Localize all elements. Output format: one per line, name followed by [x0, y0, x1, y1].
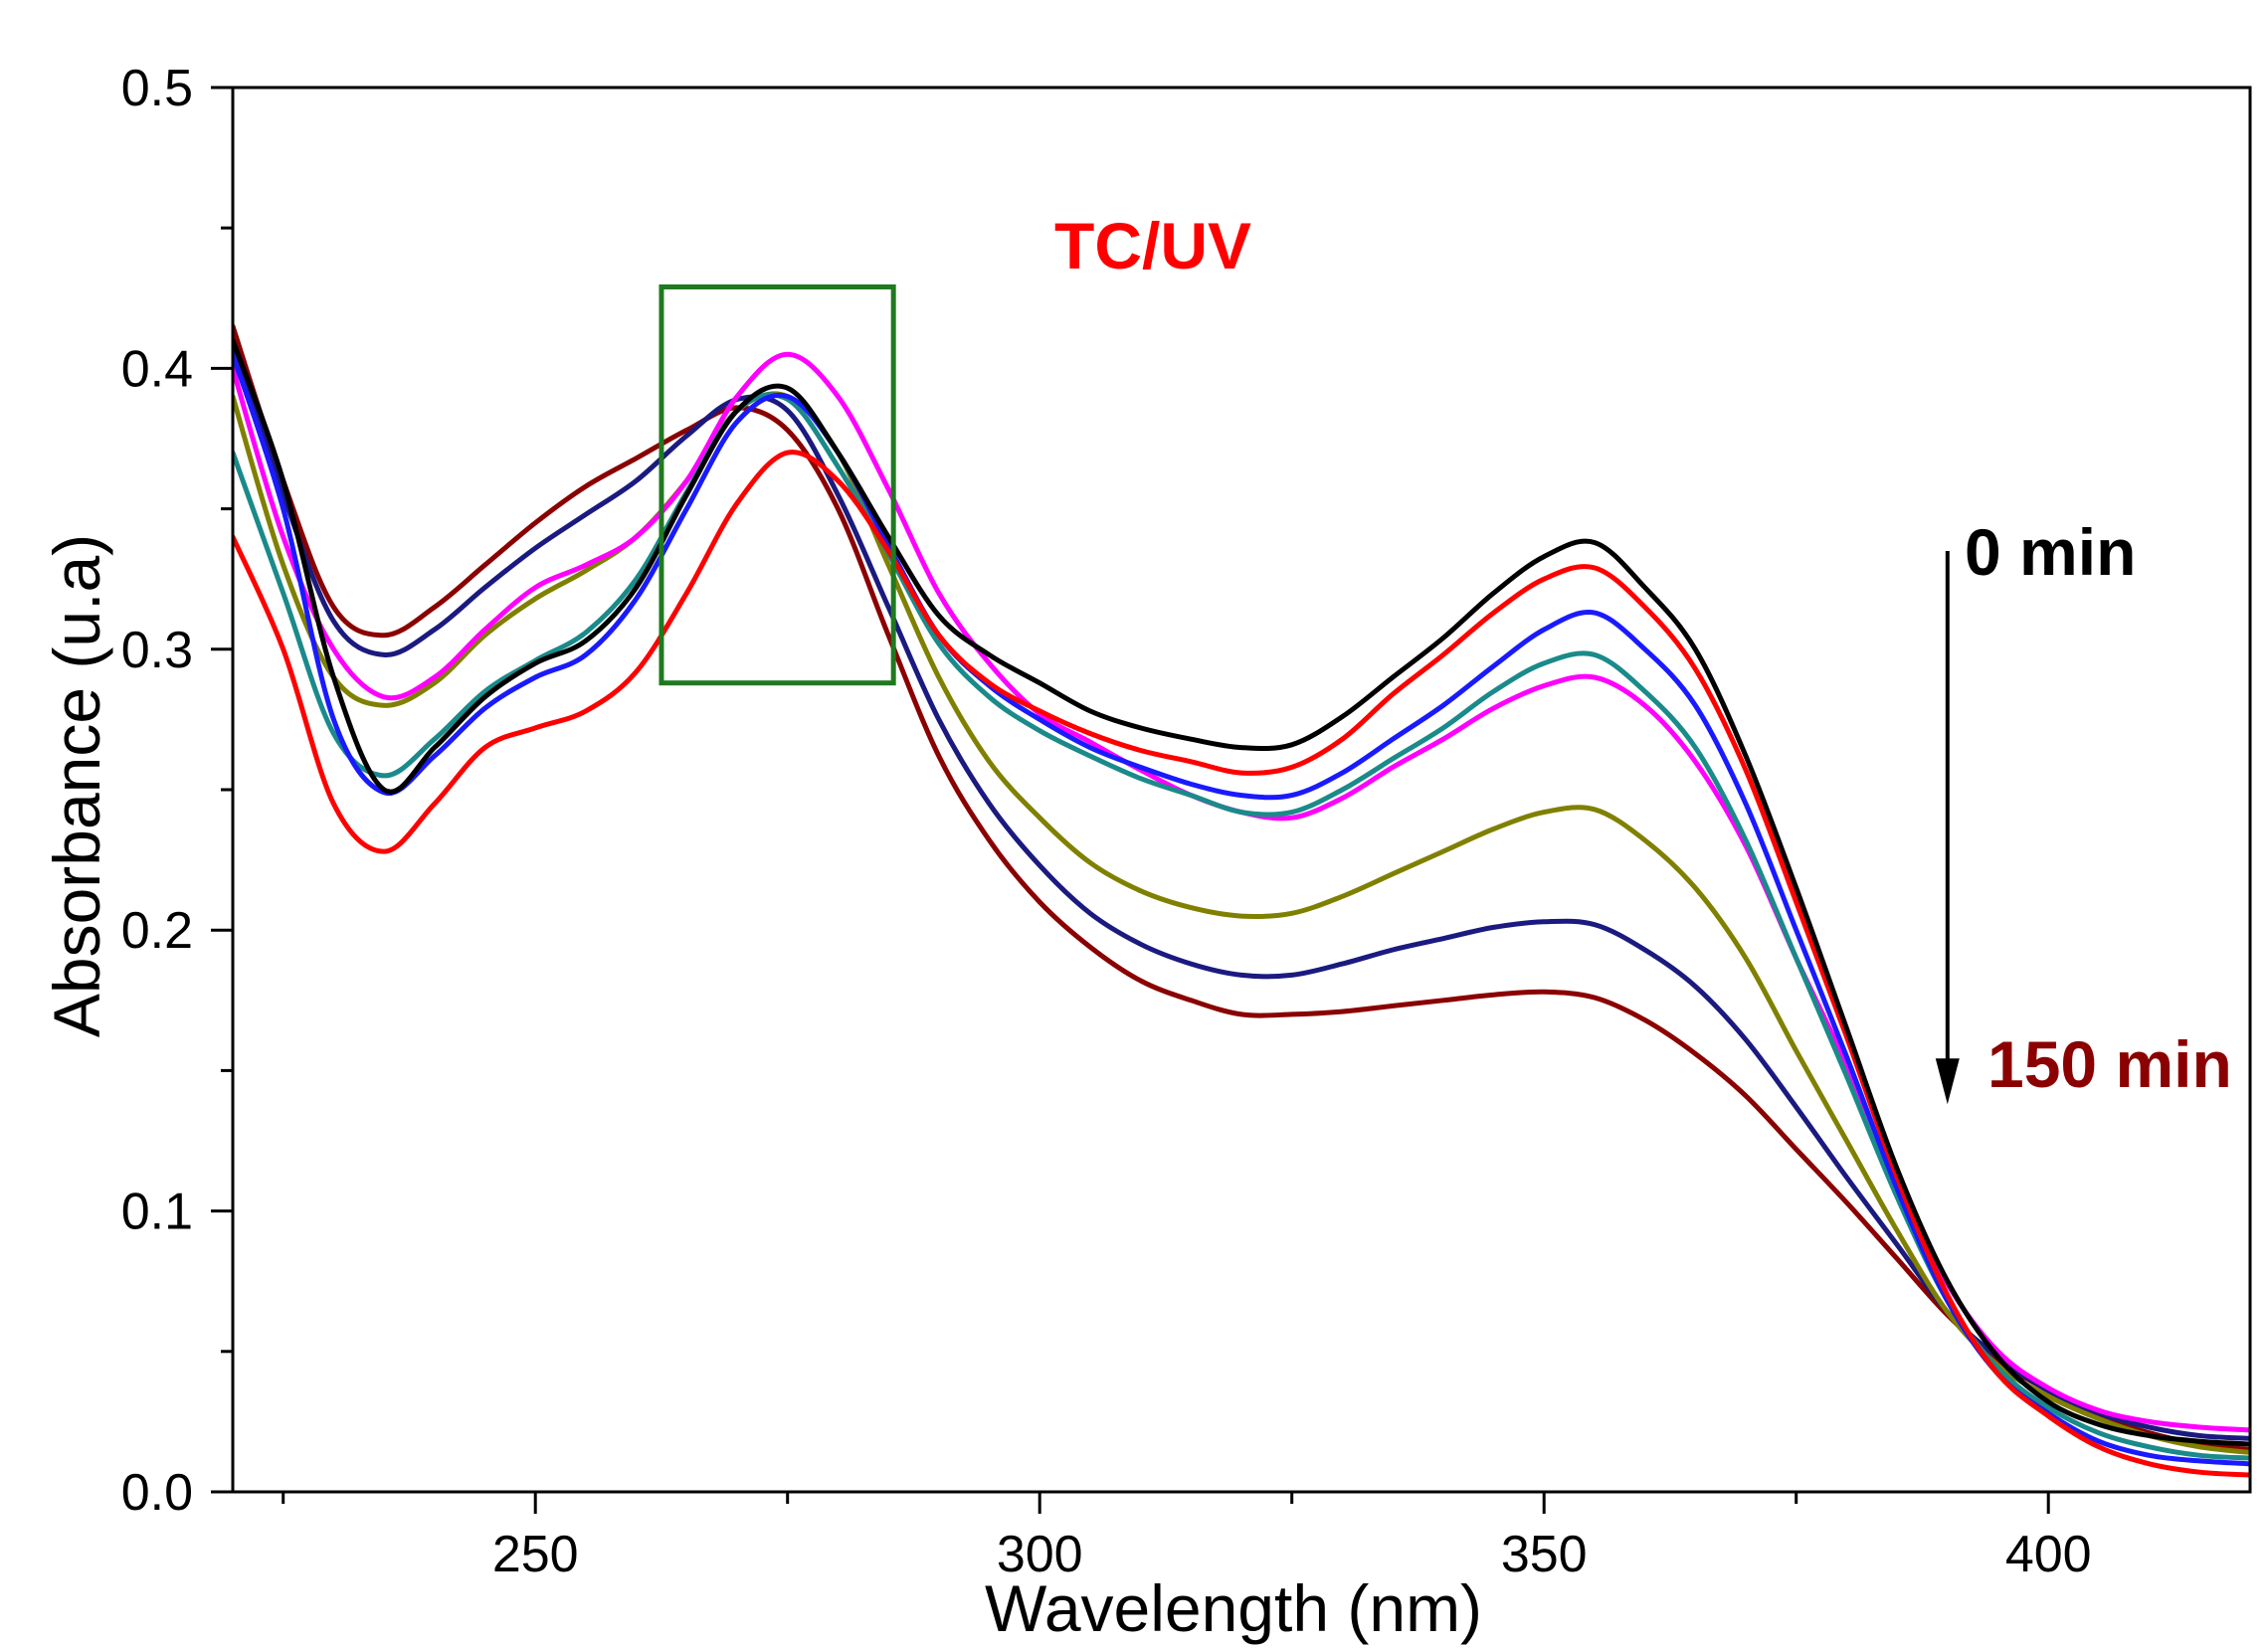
x-axis-title: Wavelength (nm) [985, 1571, 1482, 1645]
time-arrow-head [1935, 1058, 1960, 1105]
axes: 250 300 350 400 0.0 0.1 0.2 0.3 0.4 0.5 [121, 60, 2252, 1583]
series-line-15-min [233, 450, 2250, 1478]
y-axis-title: Absorbance (u.a) [40, 534, 113, 1037]
y-tick-label: 0.1 [121, 1184, 193, 1241]
series-line-30-min [233, 351, 2250, 1467]
chart-title: TC/UV [1054, 209, 1251, 282]
y-tick-label: 0.4 [121, 340, 193, 398]
series-line-45-min [233, 392, 2250, 1461]
annotations: TC/UV 0 min 150 min [659, 209, 2232, 1105]
y-tick-label: 0.5 [121, 60, 193, 117]
plot-area [233, 323, 2250, 1478]
y-tick-label: 0.0 [121, 1464, 193, 1522]
x-tick-label: 250 [492, 1526, 579, 1583]
series-line-120-min [233, 337, 2250, 1441]
y-tick-label: 0.3 [121, 622, 193, 679]
x-tick-label: 350 [1501, 1526, 1588, 1583]
highlight-box [659, 284, 896, 686]
x-tick-label: 400 [2005, 1526, 2092, 1583]
series-line-150-min [233, 323, 2250, 1453]
y-tick-label: 0.2 [121, 902, 193, 960]
x-tick-label: 300 [997, 1526, 1083, 1583]
series-line-0-min [233, 337, 2250, 1447]
series-line-90-min [233, 391, 2250, 1455]
start-time-label: 0 min [1965, 515, 2136, 589]
end-time-label: 150 min [1987, 1027, 2232, 1101]
